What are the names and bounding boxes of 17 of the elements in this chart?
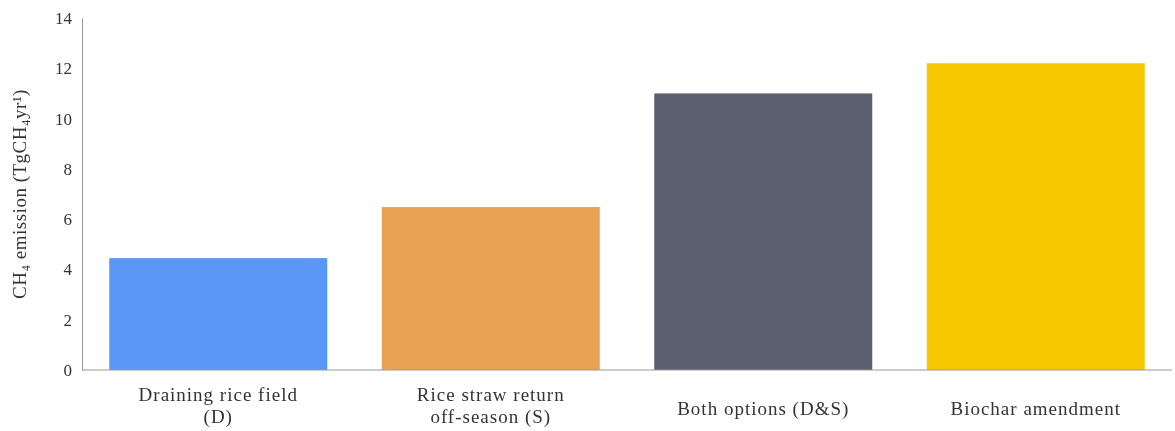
bar bbox=[926, 63, 1145, 370]
bar bbox=[654, 93, 873, 370]
y-tick-label: 4 bbox=[63, 260, 73, 280]
x-tick-label: Draining rice field (D) bbox=[138, 384, 298, 428]
x-tick-label: Rice straw return off-season (S) bbox=[416, 384, 565, 428]
y-tick-label: 10 bbox=[55, 109, 72, 129]
y-tick-label: 12 bbox=[55, 59, 72, 79]
y-tick-label: 0 bbox=[63, 360, 72, 380]
x-tick-label: Biochar amendment bbox=[950, 398, 1122, 419]
y-axis-title: CH₄ emission (TgCH₄yr¹) bbox=[9, 89, 31, 299]
y-tick-label: 14 bbox=[55, 8, 73, 28]
y-tick-label: 2 bbox=[63, 310, 72, 330]
bar bbox=[109, 258, 328, 370]
y-tick-label: 6 bbox=[63, 210, 72, 230]
bar bbox=[381, 207, 600, 370]
y-tick-label: 8 bbox=[63, 159, 72, 179]
x-tick-label: Both options (D&S) bbox=[677, 398, 850, 420]
